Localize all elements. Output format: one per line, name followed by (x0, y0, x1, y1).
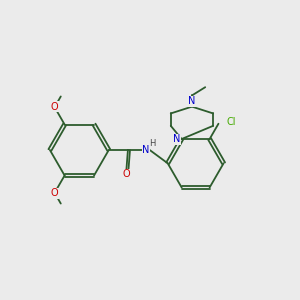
Text: N: N (188, 96, 196, 106)
Text: O: O (50, 102, 58, 112)
Text: O: O (50, 188, 58, 198)
Text: N: N (142, 145, 150, 155)
Text: O: O (122, 169, 130, 179)
Text: Cl: Cl (227, 117, 236, 127)
Text: H: H (149, 139, 156, 148)
Text: N: N (173, 134, 180, 144)
